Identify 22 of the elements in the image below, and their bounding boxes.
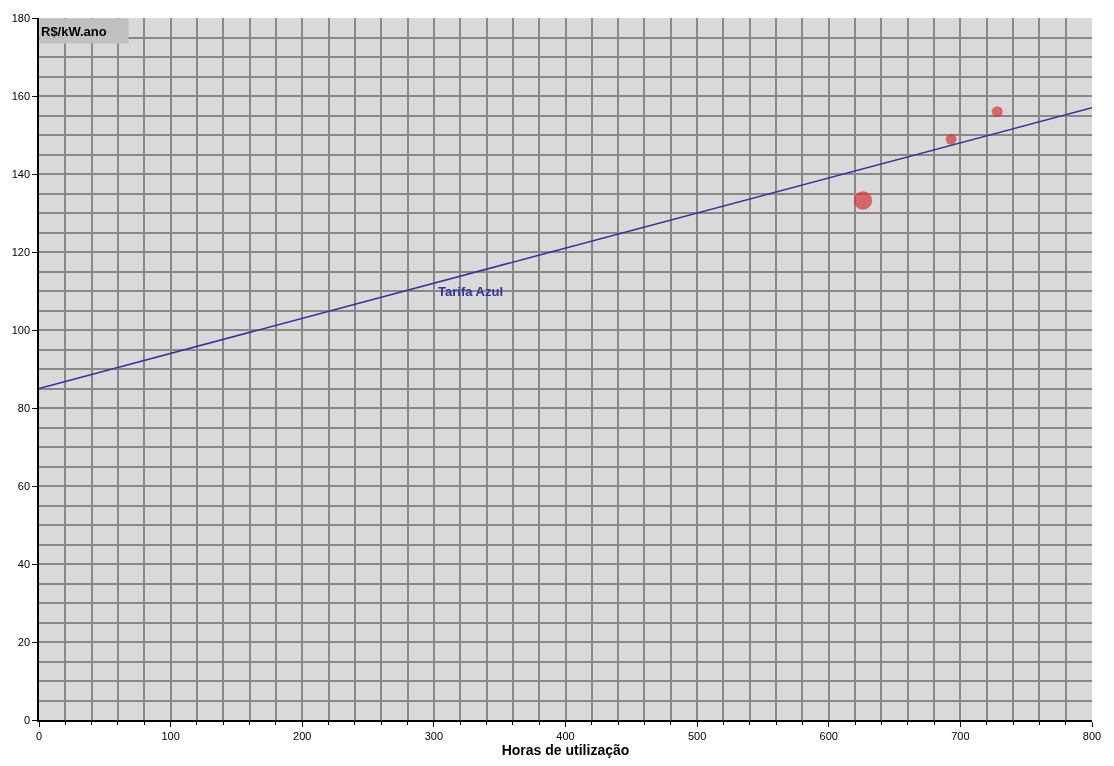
x-tick-label: 200	[293, 729, 312, 742]
y-axis-title: R$/kW.ano	[41, 23, 107, 39]
x-tick-label: 600	[819, 729, 838, 742]
y-tick-label: 20	[17, 635, 31, 648]
y-tick-label: 180	[11, 11, 31, 24]
x-tick-label: 800	[1082, 729, 1102, 742]
x-tick-label: 300	[424, 729, 444, 742]
y-tick-label: 0	[23, 713, 31, 726]
y-tick-label: 80	[17, 401, 31, 414]
y-tick-label: 120	[11, 245, 31, 258]
x-tick-label: 500	[687, 729, 707, 742]
x-tick-label: 0	[35, 729, 43, 742]
x-tick-label: 100	[161, 729, 180, 742]
series-label: Tarifa Azul	[438, 284, 504, 299]
y-tick-label: 60	[17, 479, 31, 492]
y-tick-label: 100	[11, 323, 31, 336]
y-tick-label: 40	[17, 557, 31, 570]
x-tick-label: 400	[556, 729, 575, 742]
y-tick-label: 160	[11, 89, 31, 102]
x-tick-label: 700	[951, 729, 970, 742]
x-axis-title: Horas de utilização	[501, 741, 630, 758]
y-tick-label: 140	[11, 167, 31, 180]
